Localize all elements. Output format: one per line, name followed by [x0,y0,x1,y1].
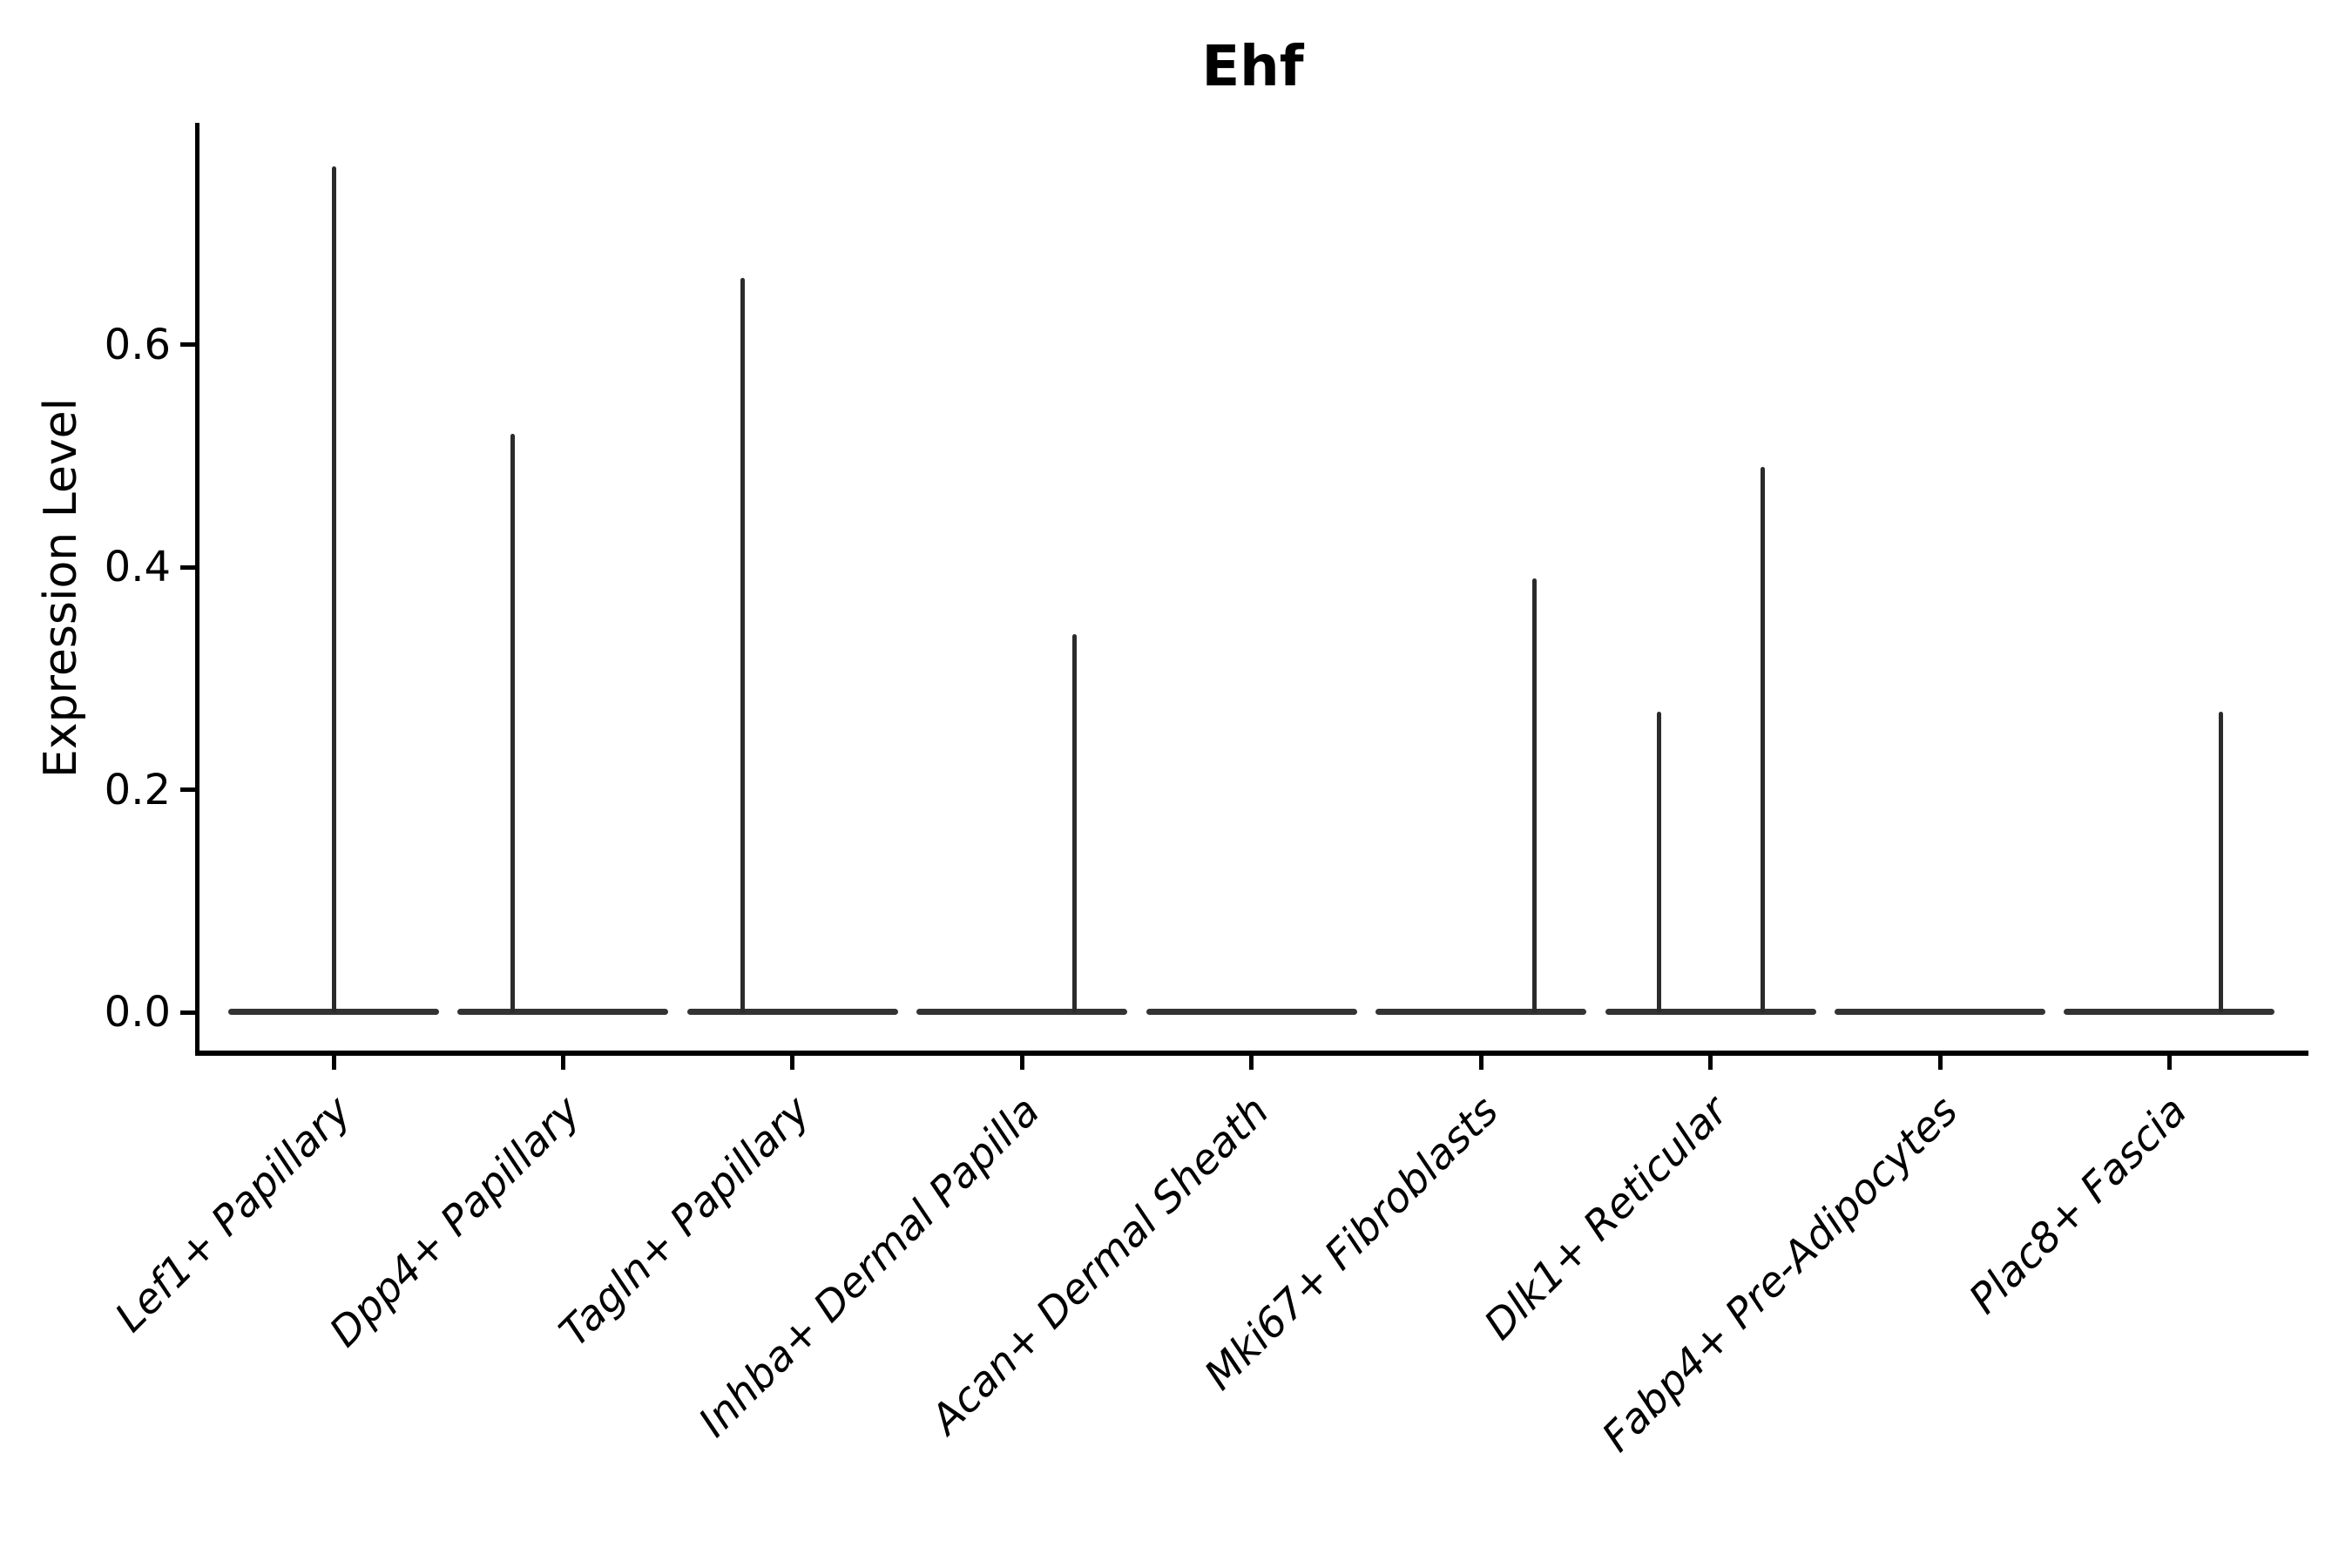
x-tick-label: Plac8+ Fascia [1960,1087,2197,1324]
y-axis-label: Expression Level [35,397,87,779]
violin-body [1375,1009,1587,1015]
violin-body [1835,1009,2045,1015]
violin-spike [510,433,515,1012]
x-tick-mark [1478,1056,1484,1070]
violin-spike [1657,712,1662,1012]
y-tick-label: 0.4 [104,543,171,591]
violin-spike [2218,712,2223,1012]
x-axis-line [195,1051,2308,1056]
violin-body [457,1009,669,1015]
y-tick-label: 0.6 [104,320,171,369]
x-tick-mark [2166,1056,2172,1070]
x-tick-mark [1249,1056,1254,1070]
x-tick-label: Tagln+ Papillary [550,1087,820,1356]
x-tick-label: Dpp4+ Papillary [321,1087,591,1357]
x-tick-mark [1708,1056,1713,1070]
plot-title: Ehf [1201,35,1304,99]
violin-body [1146,1009,1357,1015]
violin-body [1605,1009,1816,1015]
y-tick-mark [180,342,195,347]
y-tick-mark [180,787,195,792]
y-tick-label: 0.2 [104,765,171,814]
violin-spike [331,166,336,1012]
x-tick-label: Lef1+ Papillary [105,1087,361,1342]
x-tick-mark [560,1056,565,1070]
violin-body [2064,1009,2275,1015]
x-tick-label: Dlk1+ Reticular [1475,1087,1738,1349]
y-tick-mark [180,1010,195,1015]
x-tick-mark [790,1056,795,1070]
y-axis-line [195,123,199,1056]
y-tick-label: 0.0 [104,988,171,1037]
x-tick-mark [1019,1056,1024,1070]
violin-spike [740,277,746,1012]
violin-body [686,1009,898,1015]
x-tick-mark [331,1056,336,1070]
violin-spike [1761,467,1766,1012]
violin-spike [1071,633,1077,1012]
violin-body [916,1009,1128,1015]
y-tick-mark [180,564,195,570]
x-tick-mark [1937,1056,1943,1070]
violin-spike [1531,578,1537,1012]
